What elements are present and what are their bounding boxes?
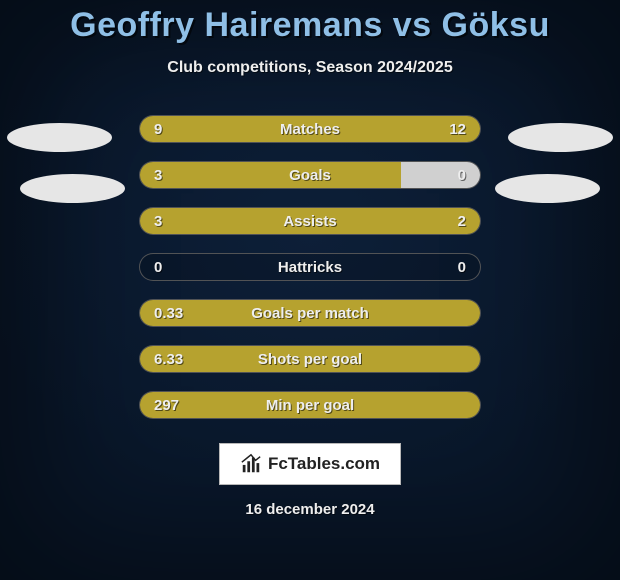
stat-label: Goals bbox=[140, 167, 480, 184]
stat-value-left: 6.33 bbox=[154, 351, 183, 368]
stat-value-right: 0 bbox=[458, 167, 466, 184]
stat-text-layer: 0.33Goals per match bbox=[140, 300, 480, 326]
player-ellipse bbox=[20, 174, 125, 203]
stat-row: 0.33Goals per match bbox=[139, 299, 481, 327]
stat-label: Matches bbox=[140, 121, 480, 138]
stat-text-layer: 9Matches12 bbox=[140, 116, 480, 142]
subtitle: Club competitions, Season 2024/2025 bbox=[167, 59, 452, 77]
stat-value-right: 2 bbox=[458, 213, 466, 230]
stat-value-right: 12 bbox=[449, 121, 466, 138]
page-title: Geoffry Hairemans vs Göksu bbox=[70, 6, 550, 45]
stat-text-layer: 3Goals0 bbox=[140, 162, 480, 188]
stat-label: Hattricks bbox=[140, 259, 480, 276]
stat-value-left: 0 bbox=[154, 259, 162, 276]
stat-row: 6.33Shots per goal bbox=[139, 345, 481, 373]
stat-text-layer: 297Min per goal bbox=[140, 392, 480, 418]
stat-text-layer: 3Assists2 bbox=[140, 208, 480, 234]
stat-label: Shots per goal bbox=[140, 351, 480, 368]
stat-text-layer: 0Hattricks0 bbox=[140, 254, 480, 280]
stat-row: 9Matches12 bbox=[139, 115, 481, 143]
stat-row: 3Assists2 bbox=[139, 207, 481, 235]
stat-value-left: 0.33 bbox=[154, 305, 183, 322]
stat-row: 3Goals0 bbox=[139, 161, 481, 189]
date-text: 16 december 2024 bbox=[245, 501, 374, 518]
stat-text-layer: 6.33Shots per goal bbox=[140, 346, 480, 372]
stat-value-left: 3 bbox=[154, 213, 162, 230]
stats-arena: 9Matches123Goals03Assists20Hattricks00.3… bbox=[0, 115, 620, 437]
stat-label: Assists bbox=[140, 213, 480, 230]
stat-value-right: 0 bbox=[458, 259, 466, 276]
stat-row: 0Hattricks0 bbox=[139, 253, 481, 281]
stat-row: 297Min per goal bbox=[139, 391, 481, 419]
stat-value-left: 3 bbox=[154, 167, 162, 184]
player-ellipse bbox=[508, 123, 613, 152]
chart-icon bbox=[240, 453, 262, 475]
stat-value-left: 297 bbox=[154, 397, 179, 414]
player-ellipse bbox=[7, 123, 112, 152]
stat-value-left: 9 bbox=[154, 121, 162, 138]
branding-text: FcTables.com bbox=[268, 454, 380, 474]
stat-label: Goals per match bbox=[140, 305, 480, 322]
player-ellipse bbox=[495, 174, 600, 203]
stat-label: Min per goal bbox=[140, 397, 480, 414]
content-root: Geoffry Hairemans vs Göksu Club competit… bbox=[0, 0, 620, 580]
branding-badge: FcTables.com bbox=[219, 443, 401, 485]
